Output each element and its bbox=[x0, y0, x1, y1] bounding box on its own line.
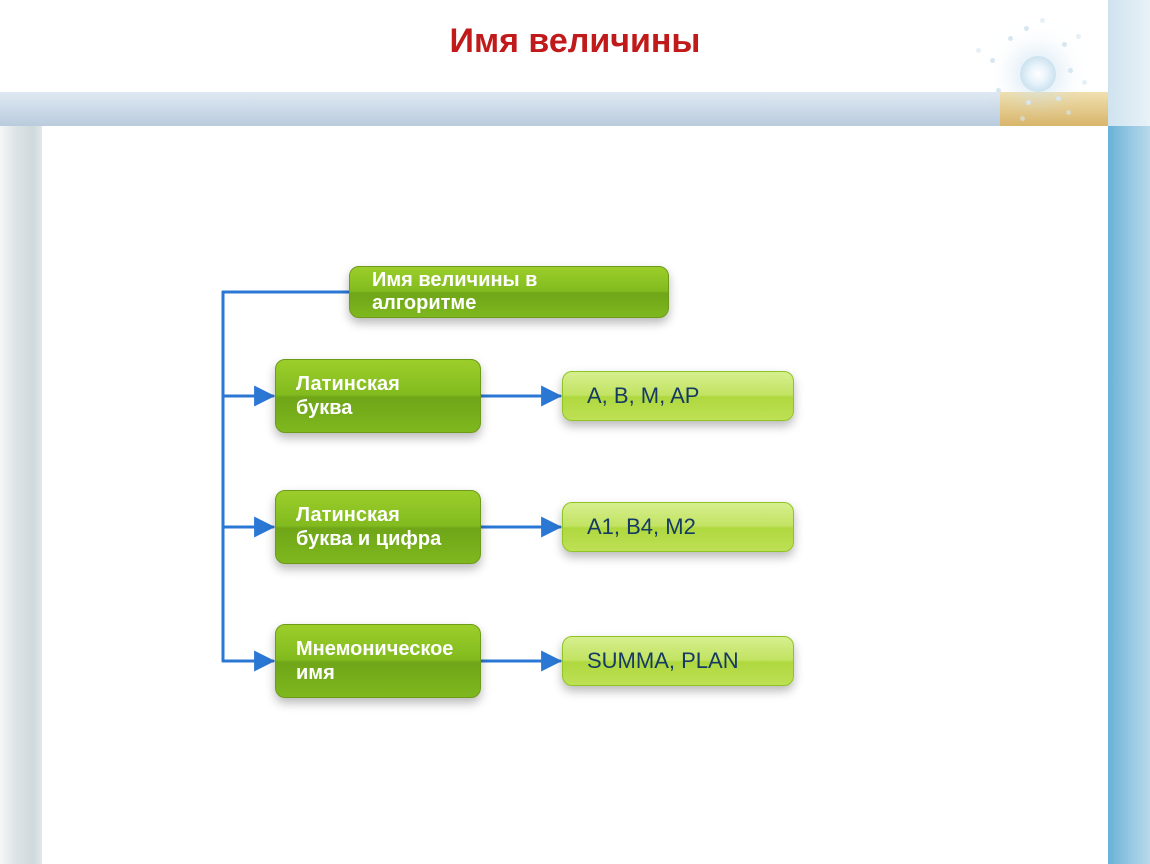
diagram-example-0: A, B, M, AP bbox=[562, 371, 794, 421]
diagram-canvas: Имя величины в алгоритме Латинская буква… bbox=[42, 126, 1108, 864]
frame-right-border-top bbox=[1108, 0, 1150, 126]
frame-top-band-left bbox=[0, 92, 1000, 126]
diagram-example-2: SUMMA, PLAN bbox=[562, 636, 794, 686]
diagram-connectors bbox=[42, 126, 1108, 864]
diagram-category-label: Мнемоническое имя bbox=[296, 637, 460, 685]
diagram-example-label: SUMMA, PLAN bbox=[587, 648, 739, 674]
diagram-root-node: Имя величины в алгоритме bbox=[349, 266, 669, 318]
slide-title: Имя величины bbox=[0, 22, 1150, 61]
diagram-example-1: A1, B4, M2 bbox=[562, 502, 794, 552]
diagram-category-label: Латинская буква и цифра bbox=[296, 503, 460, 551]
diagram-category-1: Латинская буква и цифра bbox=[275, 490, 481, 564]
frame-left-border bbox=[0, 126, 42, 864]
diagram-category-2: Мнемоническое имя bbox=[275, 624, 481, 698]
diagram-example-label: A1, B4, M2 bbox=[587, 514, 696, 540]
diagram-category-0: Латинская буква bbox=[275, 359, 481, 433]
diagram-example-label: A, B, M, AP bbox=[587, 383, 699, 409]
frame-right-border bbox=[1108, 0, 1150, 864]
diagram-category-label: Латинская буква bbox=[296, 372, 460, 420]
